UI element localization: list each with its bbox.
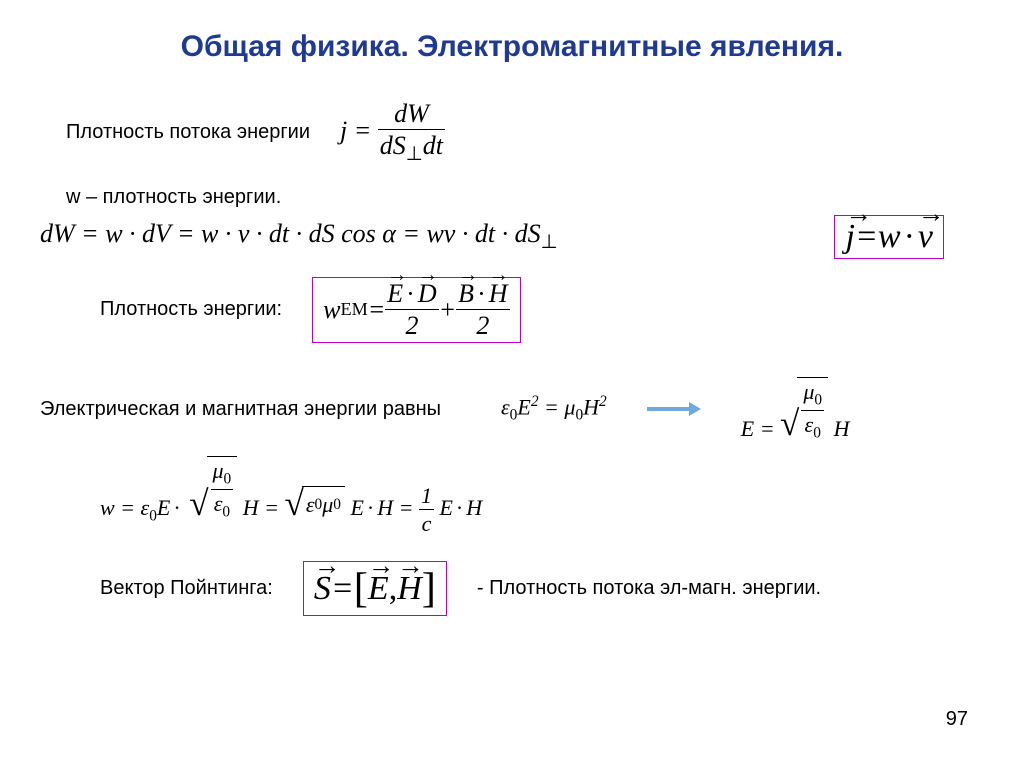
- eq-j-wv-boxed: j = w·v: [834, 215, 944, 259]
- label-flux-density: Плотность потока энергии: [66, 121, 310, 144]
- row-poynting: Вектор Пойнтинга: S = [E, H] - Плотность…: [100, 561, 984, 616]
- arrow-right-icon: [647, 404, 701, 414]
- row-flux-density: Плотность потока энергии j = dW dS⊥dt: [66, 100, 984, 166]
- slide: Общая физика. Электромагнитные явления. …: [0, 0, 1024, 767]
- row-equal-energies: Электрическая и магнитная энергии равны …: [40, 377, 984, 442]
- row-dW-chain: dW = w · dV = w · v · dt · dS cos α = wv…: [40, 215, 984, 259]
- page-number: 97: [946, 708, 968, 731]
- label-equal-energies: Электрическая и магнитная энергии равны: [40, 398, 441, 421]
- label-energy-density: Плотность энергии:: [100, 298, 282, 321]
- page-title: Общая физика. Электромагнитные явления.: [40, 30, 984, 64]
- eq-dW-chain: dW = w · dV = w · v · dt · dS cos α = wv…: [40, 219, 558, 254]
- eq-poynting-boxed: S = [E, H]: [303, 561, 447, 616]
- row-w-expansion: w = ε0E· √ μ0 ε0 H = √ ε0μ0 E·H =: [100, 456, 984, 535]
- eq-wem-boxed: wEM = E·D 2 + B·H 2: [312, 277, 520, 343]
- eq-w-expansion: w = ε0E· √ μ0 ε0 H = √ ε0μ0 E·H =: [100, 456, 482, 535]
- eq-j-definition: j = dW dS⊥dt: [340, 100, 445, 166]
- eq-E-sqrt: E = √ μ0 ε0 H: [741, 377, 850, 442]
- label-poynting: Вектор Пойнтинга:: [100, 577, 273, 600]
- label-poynting-desc: - Плотность потока эл-магн. энергии.: [477, 577, 821, 600]
- eq-eps-mu: ε0E2 = μ0H2: [501, 393, 607, 425]
- row-energy-density: Плотность энергии: wEM = E·D 2 + B·H 2: [100, 277, 984, 343]
